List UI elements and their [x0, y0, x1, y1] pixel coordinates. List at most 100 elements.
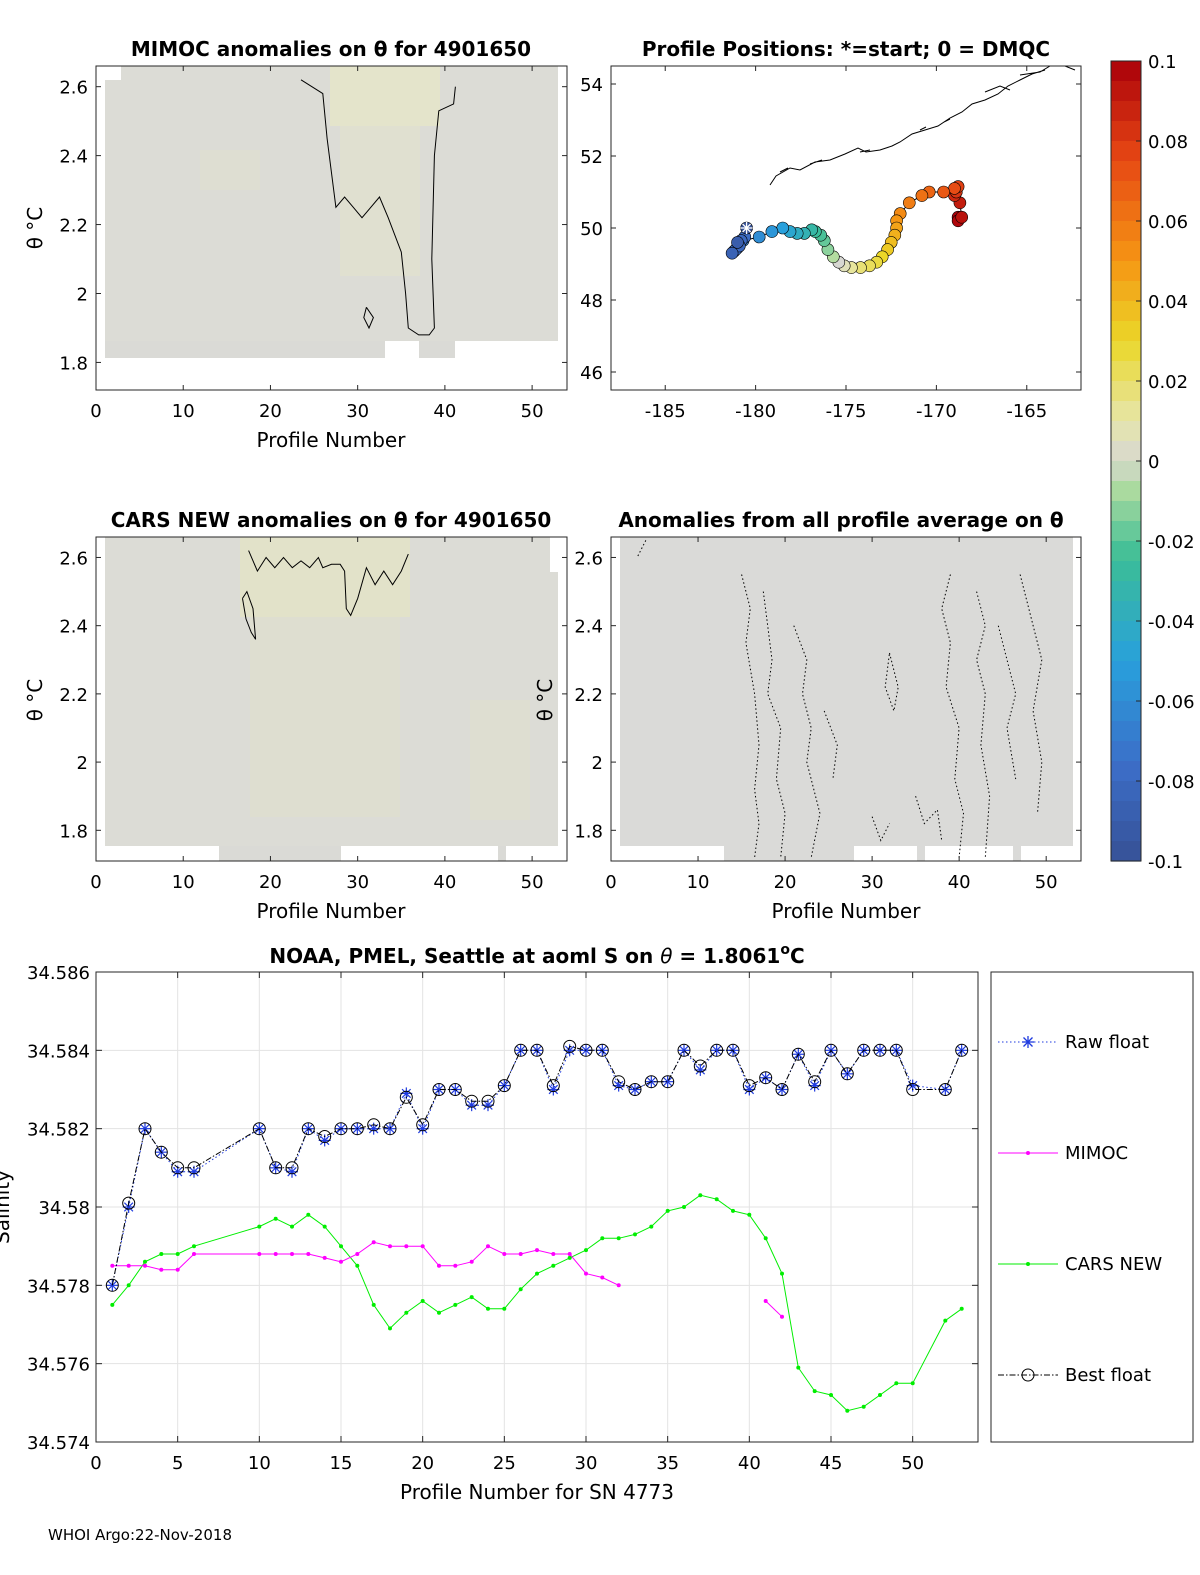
mimoc-axes-box — [95, 65, 568, 391]
x-tick-label: -175 — [826, 401, 867, 422]
colorbar-cell — [1111, 561, 1141, 582]
mimoc-panel: MIMOC anomalies on θ for 4901650 0 10 20 30… — [23, 37, 568, 452]
x-tick-label: 40 — [433, 872, 456, 893]
colorbar-cell — [1111, 81, 1141, 102]
cars-new-point — [682, 1205, 686, 1209]
colorbar-cell — [1111, 601, 1141, 622]
mimoc-field-lower-right — [419, 341, 455, 358]
legend-raw-marker — [1022, 1036, 1034, 1048]
mimoc-point — [192, 1252, 196, 1256]
best-float-point — [857, 1043, 871, 1057]
mimoc-point — [584, 1271, 588, 1276]
colorbar-cell — [1111, 701, 1141, 722]
cars-new-point — [780, 1271, 784, 1276]
y-tick-label: 34.576 — [27, 1355, 90, 1376]
colorbar-cell — [1111, 401, 1141, 422]
profile-position-marker — [937, 185, 950, 199]
cars-new-point — [551, 1263, 556, 1268]
x-tick-label: 50 — [521, 872, 544, 893]
colorbar-cell — [1111, 461, 1141, 482]
y-tick-label: 2 — [77, 753, 88, 774]
cars-new-point — [829, 1393, 833, 1397]
profile-markers — [725, 180, 969, 274]
mimoc-contours — [300, 79, 456, 336]
cars-field-lower — [219, 846, 341, 861]
start-star-marker — [740, 222, 753, 234]
positions-ticks: -185 -180 -175 -170 -165 46 48 50 52 54 — [580, 66, 1081, 422]
best-float-point — [824, 1043, 838, 1057]
raw-float-point — [629, 1083, 641, 1096]
best-float-point — [154, 1145, 168, 1159]
mimoc-point — [567, 1252, 572, 1256]
best-float-point — [497, 1079, 511, 1093]
mimoc-point — [110, 1263, 115, 1268]
x-tick-label: 5 — [172, 1453, 183, 1474]
y-tick-label: 34.58 — [38, 1198, 90, 1219]
x-tick-label: 40 — [433, 401, 456, 422]
best-float-point — [840, 1067, 854, 1081]
positions-title: Profile Positions: *=start; 0 = DMQC — [642, 37, 1050, 61]
raw-float-point — [106, 1279, 119, 1292]
x-tick-label: 50 — [1035, 872, 1058, 893]
mimoc-point — [273, 1252, 278, 1256]
colorbar-cell — [1111, 381, 1141, 402]
raw-float-point — [661, 1075, 674, 1088]
mimoc-ylabel: θ °C — [23, 207, 47, 250]
mimoc-point — [306, 1252, 311, 1256]
colorbar-cell — [1111, 361, 1141, 382]
colorbar-cells — [1111, 61, 1141, 862]
colorbar-cell — [1111, 301, 1141, 322]
cars-new-point — [388, 1326, 392, 1331]
mimoc-warm-patch-2 — [340, 126, 420, 276]
salinity-ylabel: Salinity — [0, 1170, 14, 1244]
best-float-line — [111, 1045, 963, 1286]
colorbar-cell — [1111, 421, 1141, 442]
x-tick-label: -185 — [645, 401, 686, 422]
contour-line — [793, 625, 821, 858]
y-tick-label: 2 — [77, 284, 88, 305]
colorbar-cell — [1111, 181, 1141, 202]
allavg-field-lower-2 — [917, 846, 925, 861]
y-tick-label: 2.6 — [574, 548, 603, 569]
cars-contours — [242, 550, 409, 640]
allavg-axes-box — [610, 536, 1082, 862]
cars-new-point — [257, 1224, 262, 1229]
allavg-field-lower-3 — [1013, 846, 1021, 861]
colorbar-cell — [1111, 141, 1141, 162]
colorbar-tick-label: -0.1 — [1148, 852, 1183, 873]
best-float-point — [514, 1043, 528, 1057]
profile-position-marker — [915, 189, 929, 202]
cars-new-point — [763, 1236, 768, 1241]
best-float-point — [530, 1043, 544, 1057]
colorbar-cell — [1111, 241, 1141, 262]
allavg-field-base — [620, 537, 1073, 846]
mimoc-point — [437, 1263, 441, 1268]
cars-new-point — [437, 1310, 441, 1315]
cars-ylabel: θ °C — [23, 679, 47, 722]
colorbar-cell — [1111, 161, 1141, 182]
cars-new-point — [159, 1252, 164, 1256]
profile-position-marker — [902, 196, 916, 210]
allavg-ticks: 0 10 20 30 40 50 1.8 2 2.2 2.4 2.6 — [574, 537, 1081, 893]
legend-box — [990, 971, 1194, 1443]
cars-new-point — [714, 1197, 719, 1202]
mimoc-point — [371, 1240, 376, 1245]
salinity-title-value: = 1.8061 — [672, 944, 780, 968]
colorbar-tick-label: -0.02 — [1148, 532, 1195, 553]
x-tick-label: 20 — [259, 872, 282, 893]
cars-new-point — [567, 1255, 572, 1260]
best-float-point — [416, 1118, 430, 1132]
cars-new-point — [845, 1408, 850, 1413]
mimoc-title: MIMOC anomalies on θ for 4901650 — [131, 37, 531, 61]
x-tick-label: 10 — [172, 401, 195, 422]
best-float-point — [138, 1122, 152, 1136]
salinity-title-degree: o — [780, 942, 790, 958]
mimoc-point — [388, 1244, 392, 1249]
x-tick-label: 25 — [493, 1453, 516, 1474]
contour-line — [976, 591, 991, 858]
cars-new-point — [371, 1302, 376, 1307]
mimoc-point — [404, 1244, 409, 1249]
salinity-legend: Raw float MIMOC CARS NEW Best float — [990, 971, 1194, 1443]
y-tick-label: 52 — [580, 147, 603, 168]
